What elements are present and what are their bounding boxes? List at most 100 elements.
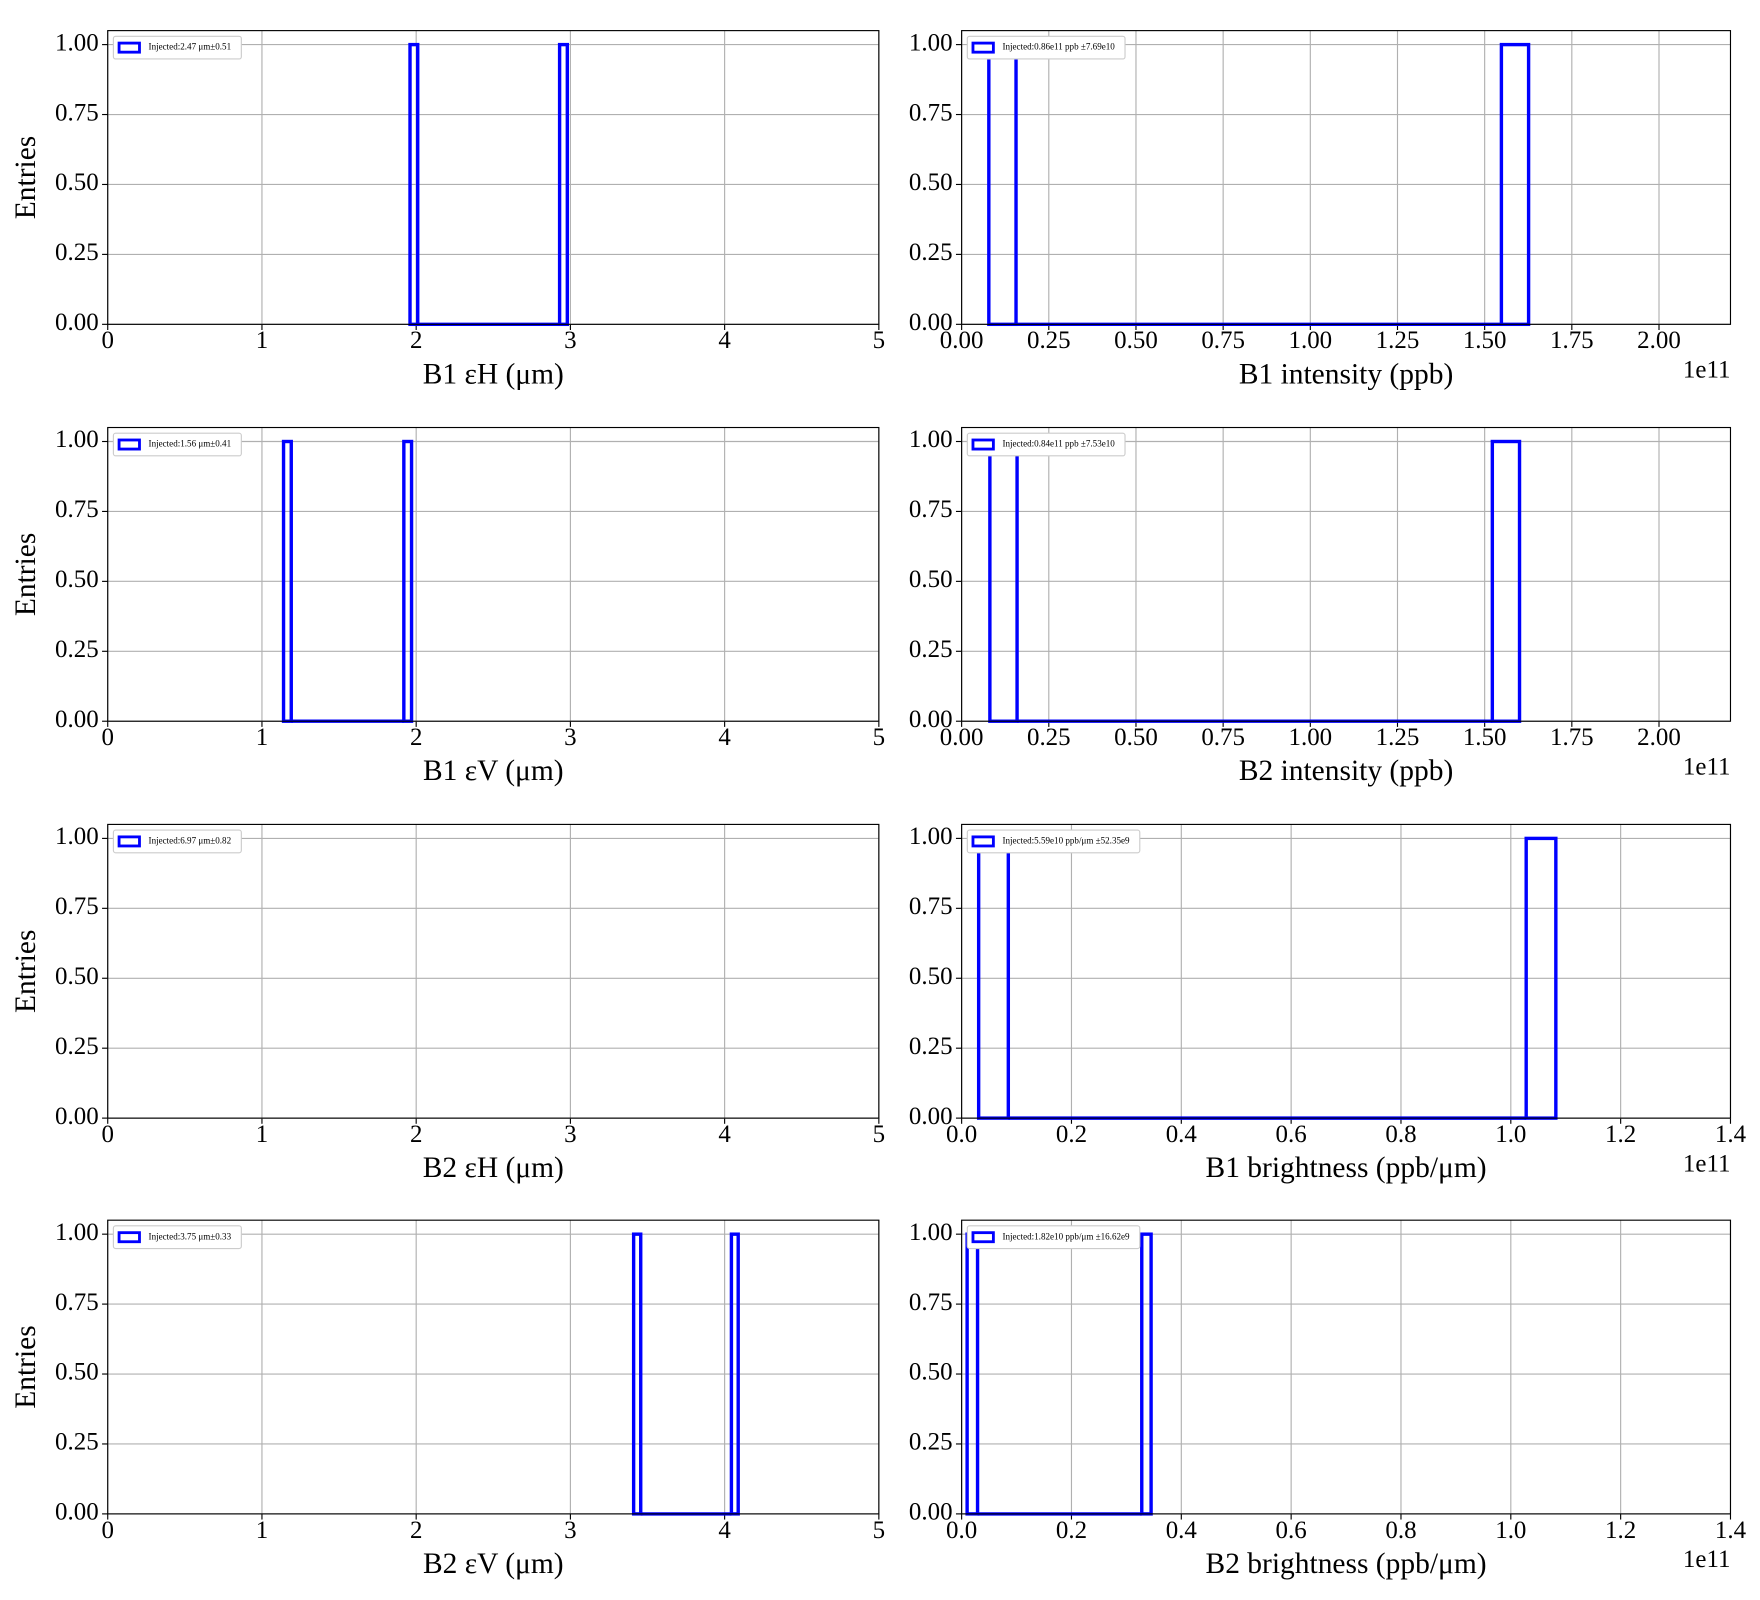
x-tick-label: 1.4 [1715,1517,1747,1544]
x-tick-label: 2 [410,327,422,354]
legend-frame [112,432,242,457]
legend-label: Injected:0.86e11 ppb ±7.69e10 [1002,42,1115,52]
x-axis-label: B2 intensity (ppb) [1239,755,1453,787]
x-tick-label: 3 [564,1121,576,1148]
legend-swatch [971,41,995,54]
y-tick-label: 1.00 [55,29,99,56]
y-tick-label: 0.25 [55,636,99,663]
legend-frame [966,35,1126,60]
x-axis-label: B1 εV (μm) [423,755,564,787]
x-axis-label: B1 intensity (ppb) [1239,358,1453,390]
y-tick-label: 1.00 [55,426,99,453]
legend-frame [112,35,242,60]
x-axis-label: B2 brightness (ppb/μm) [1206,1548,1487,1580]
x-tick-label: 0 [101,327,113,354]
legend: Injected:1.82e10 ppb/μm ±16.62e9 [966,1225,1141,1250]
x-axis-label: B1 εH (μm) [423,358,564,390]
y-tick-label: 0.75 [909,99,953,126]
x-tick-label: 1.25 [1376,724,1420,751]
y-tick-label: 0.25 [55,239,99,266]
legend-swatch [117,41,141,54]
x-tick-label: 1.50 [1463,327,1507,354]
legend-label: Injected:6.97 μm±0.82 [149,836,232,846]
y-tick-label: 0.00 [55,706,99,733]
legend: Injected:2.47 μm±0.51 [112,35,242,60]
y-tick-label: 1.00 [909,426,953,453]
y-tick-label: 0.25 [909,239,953,266]
plot-frame [961,30,1732,325]
x-tick-label: 5 [873,724,885,751]
y-tick-label: 0.50 [55,963,99,990]
x-tick-label: 1 [256,327,268,354]
legend-swatch [117,835,141,848]
x-tick-label: 1 [256,724,268,751]
x-tick-label: 1.75 [1550,724,1594,751]
x-axis-label: B2 εH (μm) [423,1152,564,1184]
y-tick-label: 0.25 [55,1033,99,1060]
x-tick-label: 0.0 [946,1517,977,1544]
y-tick-label: 0.00 [55,1499,99,1526]
x-tick-label: 2.00 [1637,327,1681,354]
legend-frame [966,1225,1141,1250]
x-tick-label: 0.4 [1166,1517,1198,1544]
offset-text: 1e11 [1683,357,1731,384]
x-tick-label: 2 [410,724,422,751]
legend-label: Injected:1.82e10 ppb/μm ±16.62e9 [1002,1231,1130,1241]
plot-frame [107,426,880,722]
y-tick-label: 0.50 [909,963,953,990]
y-axis-label: Entries [10,136,42,219]
legend-label: Injected:5.59e10 ppb/μm ±52.35e9 [1002,836,1130,846]
y-tick-label: 0.00 [909,706,953,733]
x-tick-label: 2 [410,1121,422,1148]
x-tick-label: 0.25 [1027,724,1071,751]
x-tick-label: 3 [564,724,576,751]
subplot: 0.0 0.2 0.4 0.6 0.8 1.0 1.2 1.4 0.00 0.25 0.50 0.75… [909,823,1747,1184]
subplot: 0.00 0.25 0.50 0.75 1.00 1.25 1.50 1.75 2.00 0.00… [909,29,1732,390]
legend-swatch [971,835,995,848]
y-tick-label: 0.75 [55,1289,99,1316]
plot-area [107,1220,879,1514]
y-tick-label: 0.00 [909,1103,953,1130]
x-tick-label: 3 [564,327,576,354]
plot-area [107,30,879,325]
plot-frame [961,426,1732,722]
subplot: 0.0 0.2 0.4 0.6 0.8 1.0 1.2 1.4 0.00 0.25 0.50 0.75… [909,1219,1747,1580]
y-tick-label: 0.75 [55,496,99,523]
x-tick-label: 1.50 [1463,724,1507,751]
x-tick-label: 1.2 [1605,1121,1636,1148]
x-tick-label: 0.4 [1166,1121,1198,1148]
subplot: 0 1 2 3 4 5 0.00 0.25 0.50 0.75 1.00 B1 εH (μm) Entr… [10,29,885,390]
x-tick-label: 0.8 [1385,1517,1416,1544]
legend-swatch [971,1231,995,1244]
y-tick-label: 0.75 [909,1289,953,1316]
subplot: 0 1 2 3 4 5 0.00 0.25 0.50 0.75 1.00 B1 εV (μm) Entr… [10,426,885,787]
legend: Injected:1.56 μm±0.41 [112,432,242,457]
x-tick-label: 1 [256,1517,268,1544]
x-tick-label: 1.00 [1288,724,1332,751]
y-tick-label: 0.50 [909,566,953,593]
x-tick-label: 0.6 [1276,1121,1307,1148]
y-tick-label: 0.00 [909,309,953,336]
x-tick-label: 4 [718,724,731,751]
x-tick-label: 0.75 [1201,724,1245,751]
plot-frame [107,823,880,1119]
y-tick-label: 0.00 [55,1103,99,1130]
x-tick-label: 4 [718,1517,731,1544]
x-tick-label: 1.0 [1495,1121,1526,1148]
y-tick-label: 1.00 [909,29,953,56]
x-tick-label: 1.00 [1288,327,1332,354]
y-axis-label: Entries [10,1325,42,1408]
legend-frame [112,1225,242,1250]
x-tick-label: 0.00 [940,327,984,354]
y-tick-label: 0.25 [909,1429,953,1456]
plot-frame [961,1219,1732,1515]
legend-swatch [117,438,141,451]
legend-frame [112,829,242,854]
x-tick-label: 0 [101,1517,113,1544]
plot-area [961,824,1731,1119]
x-tick-label: 4 [718,327,731,354]
x-tick-label: 0.2 [1056,1121,1087,1148]
